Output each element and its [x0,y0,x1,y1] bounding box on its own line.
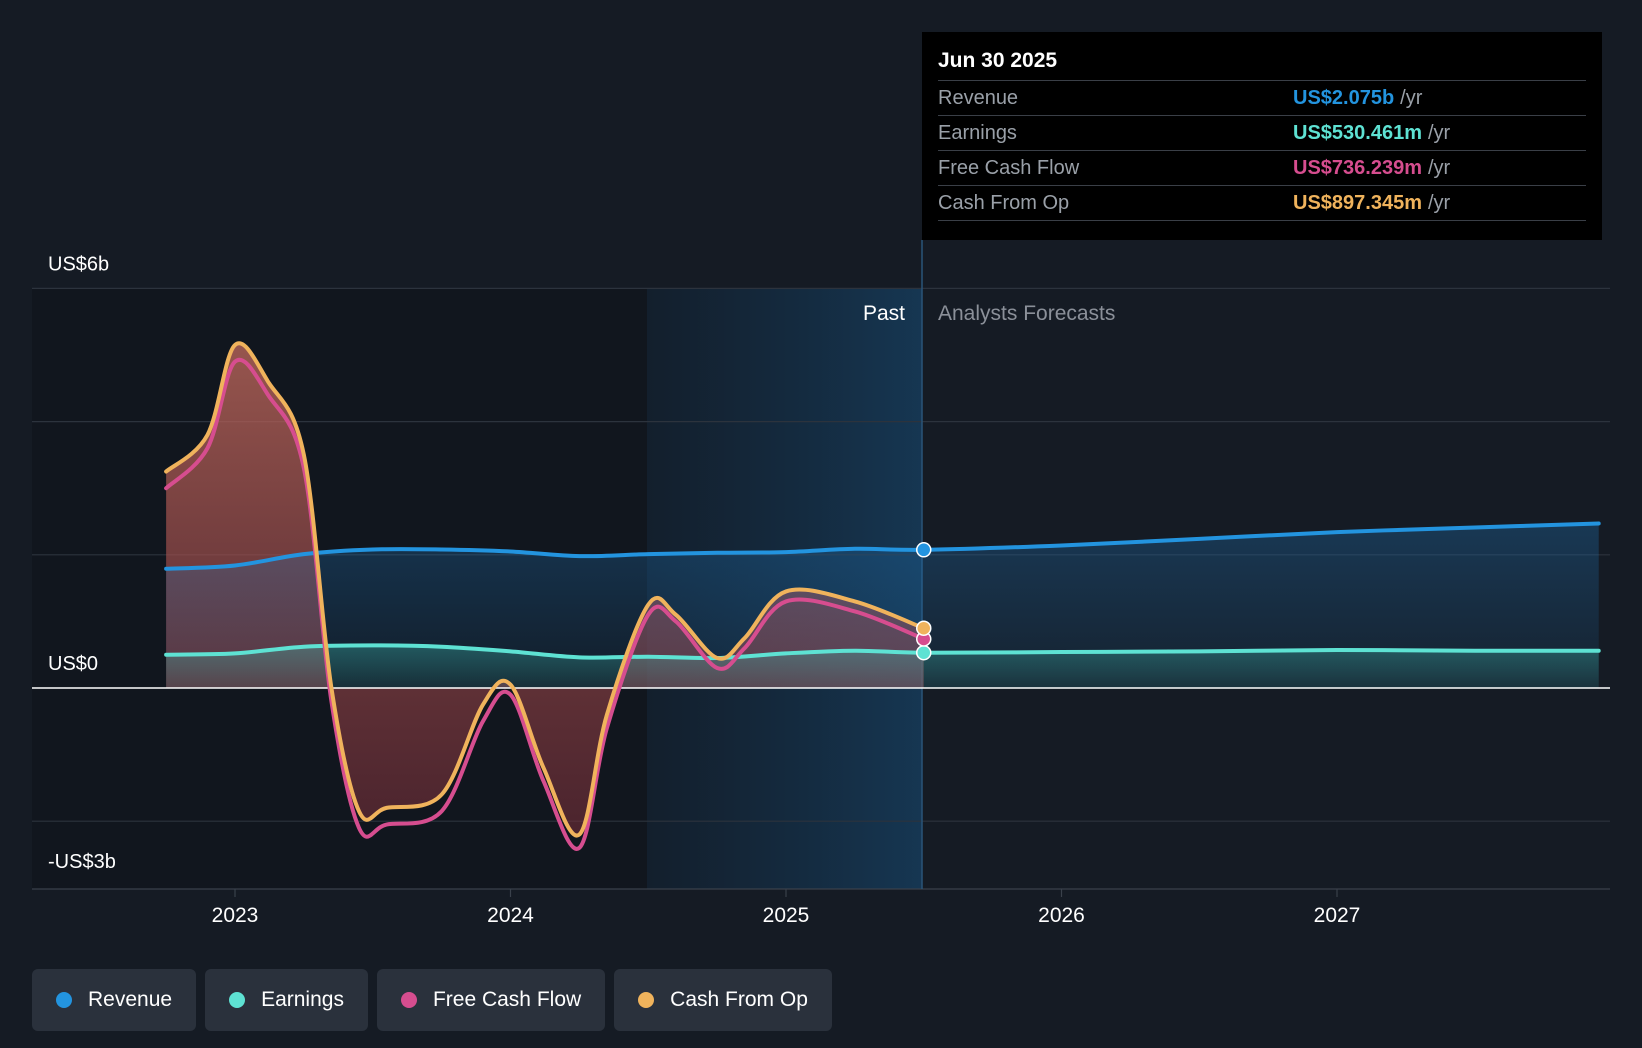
legend-item-free-cash-flow[interactable]: Free Cash Flow [376,969,606,1031]
cash-from-op-line [164,341,926,838]
forecast-label: Analysts Forecasts [938,302,1115,325]
y-axis-label: -US$3b [48,851,116,873]
y-axis-label: US$6b [48,253,109,275]
tooltip-row: Cash From Op US$897.345m/yr [938,186,1586,221]
x-axis-label: 2027 [1314,904,1361,927]
revenue-marker [916,542,932,558]
legend-dot-icon [400,992,417,1008]
tooltip-row: Free Cash Flow US$736.239m/yr [938,151,1586,186]
legend-label: Free Cash Flow [432,988,582,1011]
legend-dot-icon [229,992,246,1008]
earnings-area [166,645,1599,688]
tooltip-row: Earnings US$530.461m/yr [938,116,1586,151]
tooltip-value: US$530.461m/yr [1293,122,1451,144]
tooltip-value: US$897.345m/yr [1293,192,1451,214]
earnings-marker [916,644,932,661]
free-cash-flow-line [164,357,926,851]
x-axis-label: 2025 [763,904,810,927]
legend: Revenue Earnings Free Cash Flow Cash From O… [32,969,832,1031]
x-axis-label: 2026 [1038,904,1085,927]
revenue-line [164,521,1601,571]
legend-item-cash-from-op[interactable]: Cash From Op [614,969,832,1031]
tooltip-row: Revenue US$2.075b/yr [938,81,1586,116]
tooltip-label: Earnings [938,122,1017,144]
earnings-line [164,643,1601,661]
legend-label: Revenue [88,988,173,1011]
legend-dot-icon [56,992,72,1008]
y-axis-label: US$0 [48,653,98,675]
legend-dot-icon [638,992,655,1008]
tooltip-date: Jun 30 2025 [938,46,1586,81]
legend-item-earnings[interactable]: Earnings [205,969,368,1031]
tooltip-label: Free Cash Flow [938,157,1080,179]
tooltip-label: Cash From Op [938,192,1070,214]
tooltip-value: US$736.239m/yr [1293,157,1451,179]
legend-item-revenue[interactable]: Revenue [32,969,197,1031]
legend-label: Earnings [261,988,344,1011]
tooltip-label: Revenue [938,87,1019,109]
x-axis-label: 2023 [212,904,259,927]
tooltip: Jun 30 2025 Revenue US$2.075b/yr Earnings U… [922,32,1602,240]
x-axis-label: 2024 [487,904,534,927]
revenue-area [166,523,1599,688]
cash-from-op-area [166,343,924,836]
cash-from-op-marker [916,620,932,637]
past-label: Past [863,302,905,325]
tooltip-value: US$2.075b/yr [1293,87,1423,109]
legend-label: Cash From Op [670,988,808,1011]
